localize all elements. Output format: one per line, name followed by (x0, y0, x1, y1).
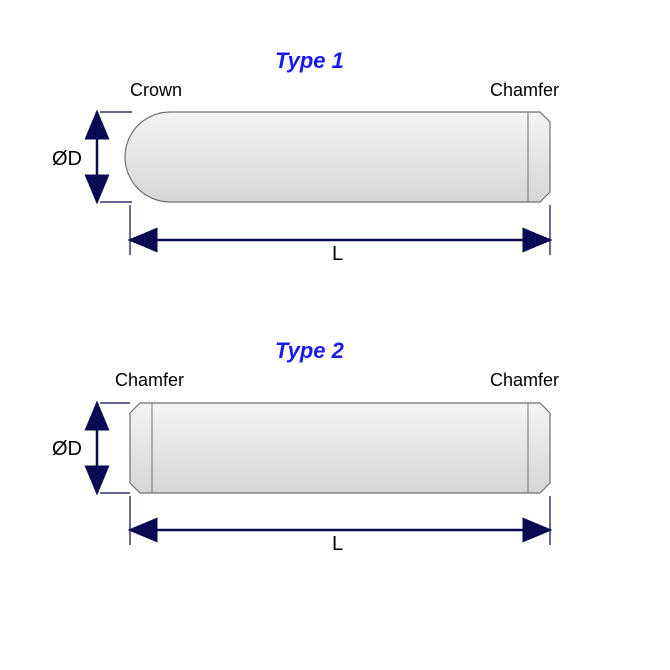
type2-dia-label: ØD (52, 438, 82, 461)
type2-pin (130, 403, 550, 493)
diagram-canvas: Type 1 Crown Chamfer ØD L Type 2 Chamfer… (0, 0, 670, 670)
type2-chamfer-left-label: Chamfer (115, 370, 184, 391)
type2-len-label: L (332, 533, 343, 556)
type1-len-label: L (332, 243, 343, 266)
type1-pin (125, 112, 550, 202)
diagram-svg (0, 0, 670, 670)
type2-title: Type 2 (275, 338, 344, 364)
type2-chamfer-right-label: Chamfer (490, 370, 559, 391)
type1-crown-label: Crown (130, 80, 182, 101)
type1-dia-label: ØD (52, 148, 82, 171)
type1-chamfer-label: Chamfer (490, 80, 559, 101)
type1-title: Type 1 (275, 48, 344, 74)
type1-pin-body (125, 112, 550, 202)
type2-pin-body (130, 403, 550, 493)
